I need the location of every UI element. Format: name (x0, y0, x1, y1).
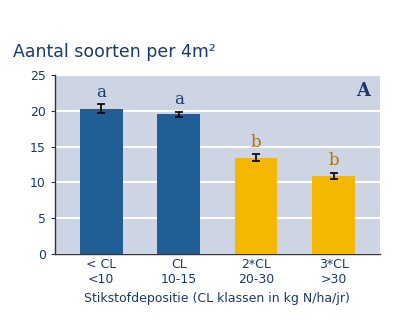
Text: b: b (251, 134, 261, 151)
Text: a: a (174, 91, 184, 108)
X-axis label: Stikstofdepositie (CL klassen in kg N/ha/jr): Stikstofdepositie (CL klassen in kg N/ha… (85, 292, 350, 305)
Bar (80, 109, 122, 253)
Bar (235, 158, 277, 253)
Bar (312, 176, 355, 253)
Text: b: b (328, 152, 339, 169)
Text: Aantal soorten per 4m²: Aantal soorten per 4m² (13, 43, 215, 61)
Text: A: A (356, 82, 370, 100)
Bar (157, 114, 200, 253)
Text: a: a (96, 84, 106, 101)
